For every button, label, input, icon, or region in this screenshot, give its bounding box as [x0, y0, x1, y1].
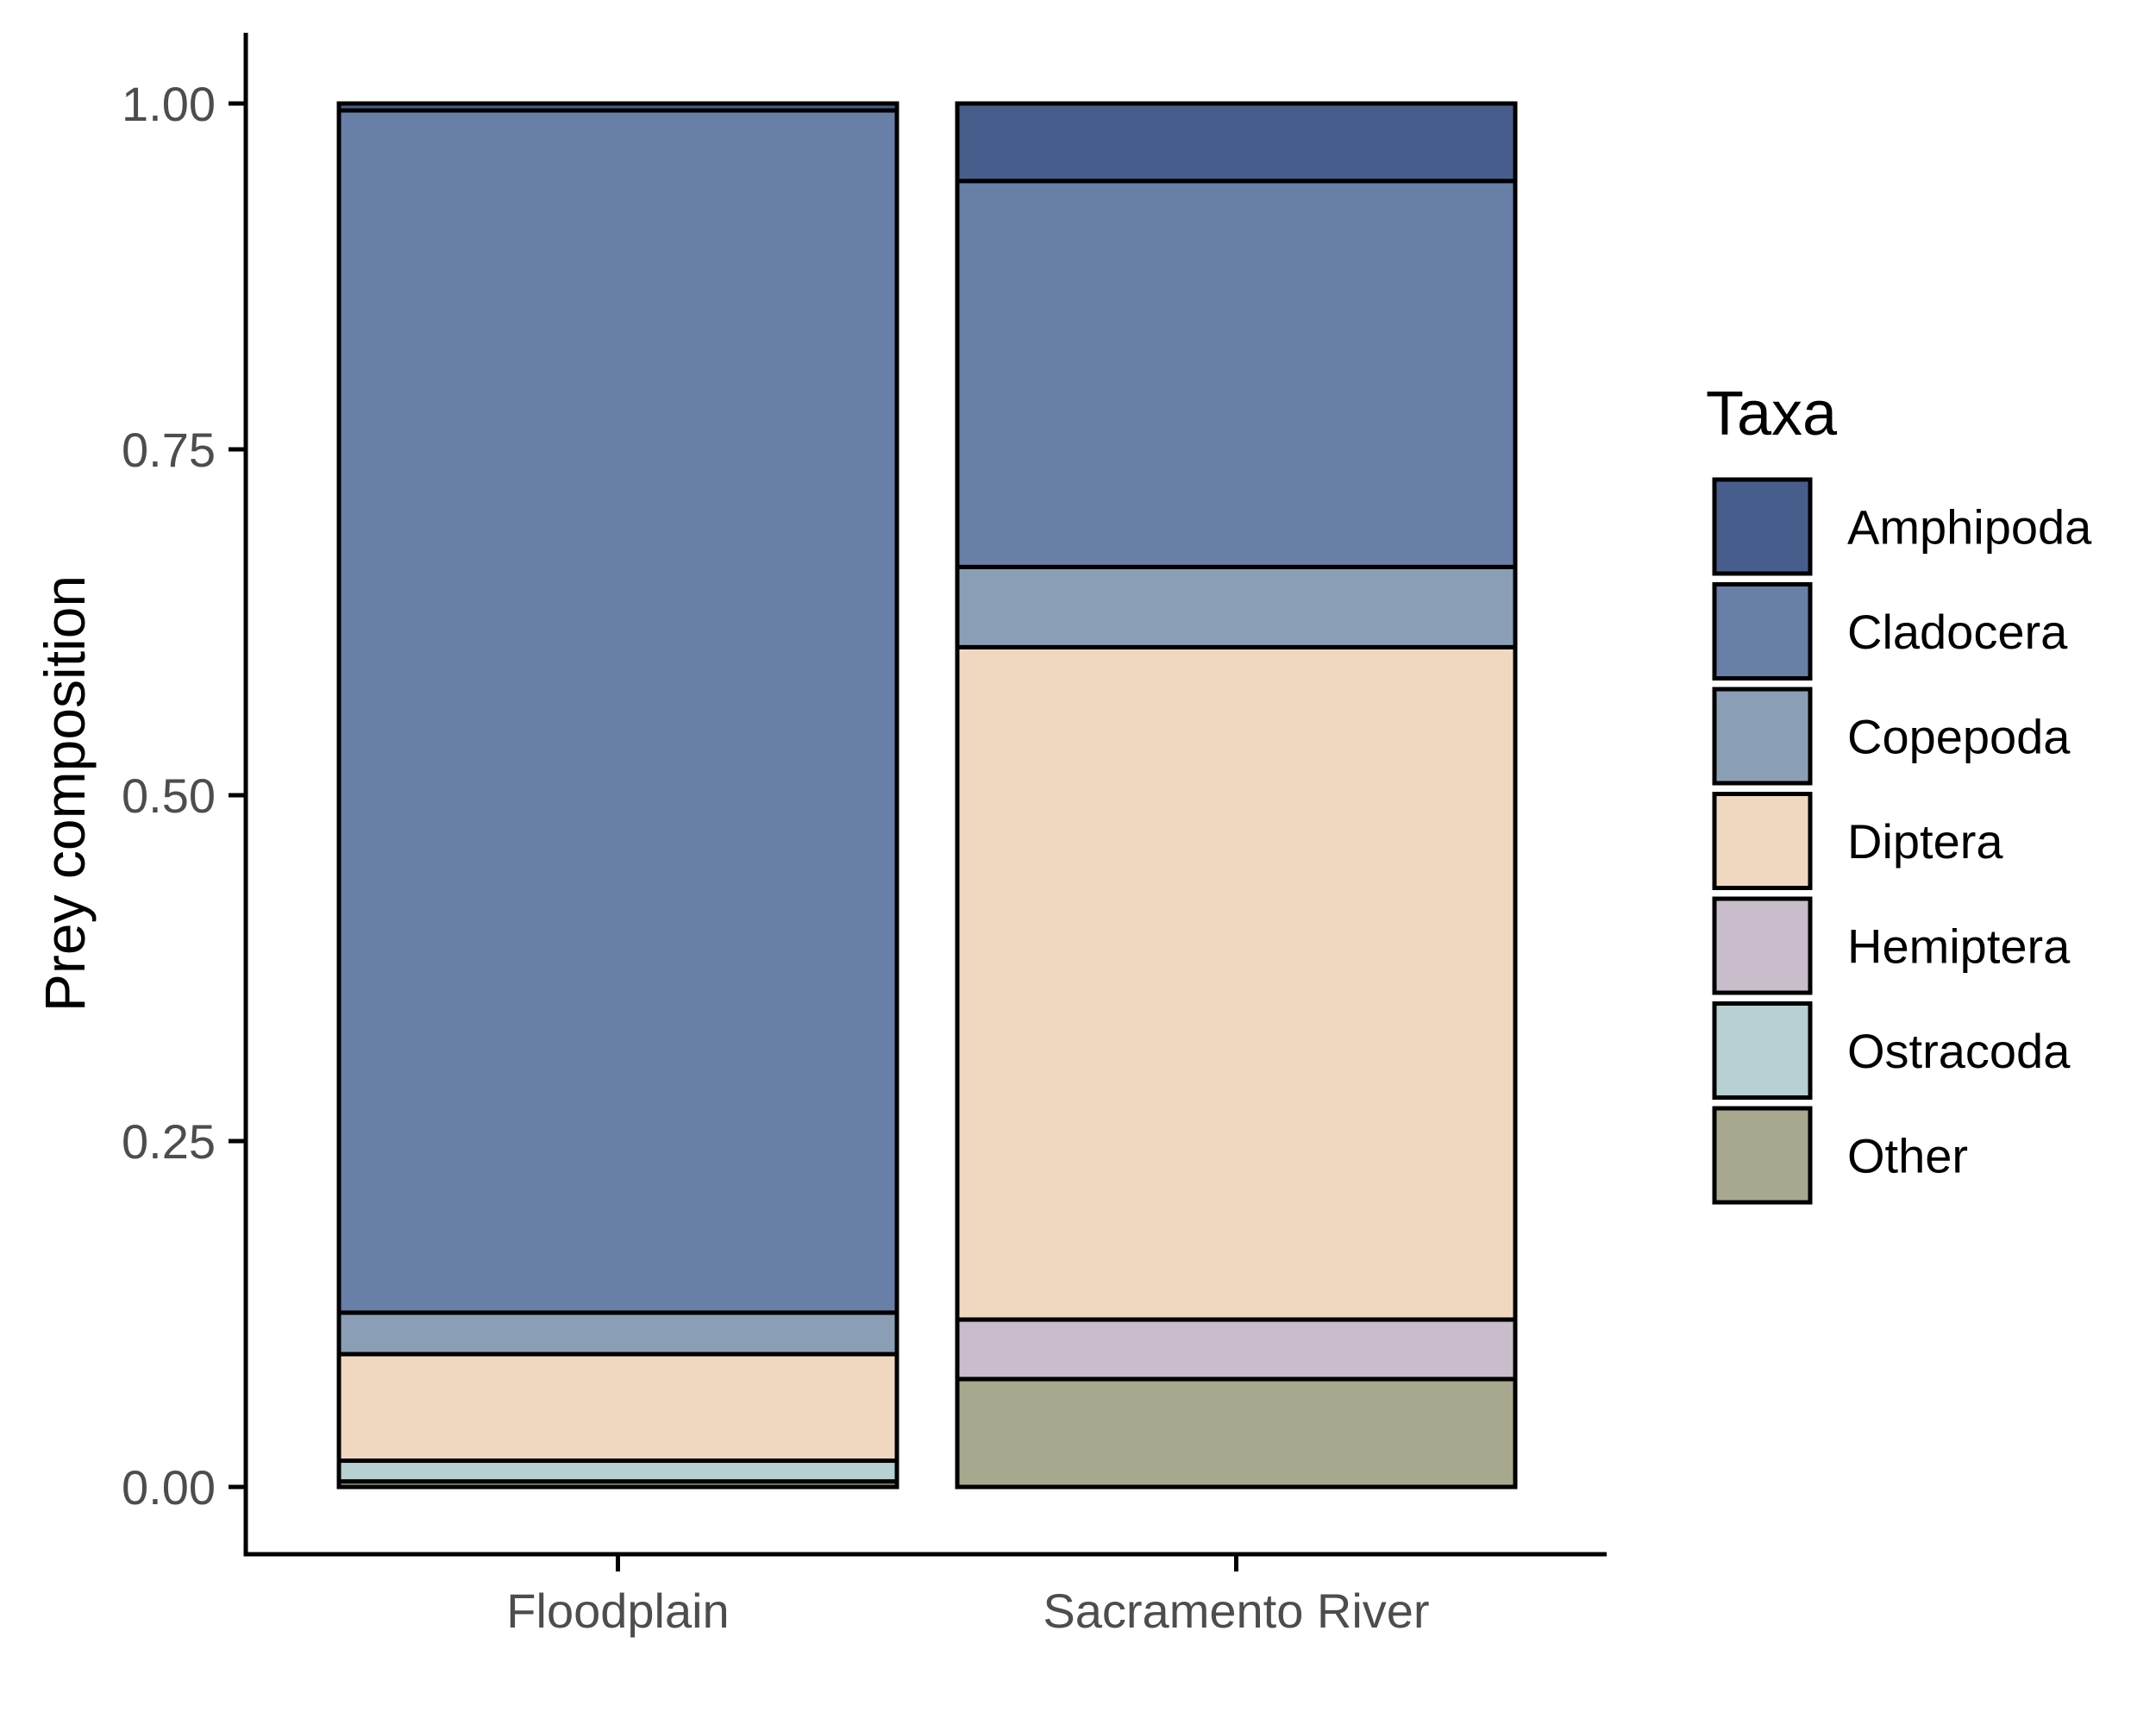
legend-label-amphipoda: Amphipoda: [1847, 500, 2092, 555]
legend-title: Taxa: [1706, 380, 1838, 448]
legend-key-ostracoda: [1712, 1001, 1813, 1100]
legend-label-cladocera: Cladocera: [1847, 605, 2068, 659]
bars-layer: [336, 101, 1518, 1490]
y-tick-label: 1.00: [122, 77, 216, 131]
legend-label-hemiptera: Hemiptera: [1847, 919, 2071, 974]
legend-items: Amphipoda Cladocera Copepoda Diptera Hemipte…: [1712, 477, 2092, 1205]
legend-key-diptera: [1712, 792, 1813, 890]
x-ticks: Floodplain Sacramento River: [506, 1554, 1430, 1638]
bar-segment-copepoda-floodplain: [336, 1310, 899, 1357]
legend-label-other: Other: [1847, 1129, 1968, 1183]
bar-segment-other-sacramento-river: [955, 1377, 1518, 1490]
bar-segment-diptera-floodplain: [336, 1352, 899, 1464]
legend-label-diptera: Diptera: [1847, 814, 2003, 869]
bar-segment-cladocera-sacramento-river: [955, 179, 1518, 569]
y-tick-label: 0.25: [122, 1114, 216, 1169]
bar-segment-amphipoda-sacramento-river: [955, 101, 1518, 184]
legend-key-amphipoda: [1712, 477, 1813, 576]
legend-key-hemiptera: [1712, 896, 1813, 995]
legend-key-other: [1712, 1106, 1813, 1205]
y-ticks: 0.00 0.25 0.50 0.75 1.00: [122, 77, 246, 1515]
x-tick-label: Floodplain: [506, 1584, 729, 1638]
bar-segment-diptera-sacramento-river: [955, 644, 1518, 1322]
bar-segment-cladocera-floodplain: [336, 108, 899, 1315]
legend-label-copepoda: Copepoda: [1847, 710, 2071, 764]
y-tick-label: 0.50: [122, 768, 216, 823]
y-tick-label: 0.75: [122, 423, 216, 477]
y-axis-title: Prey composition: [33, 575, 97, 1012]
x-tick-label: Sacramento River: [1043, 1584, 1429, 1638]
legend-label-ostracoda: Ostracoda: [1847, 1024, 2071, 1078]
bar-segment-hemiptera-sacramento-river: [955, 1317, 1518, 1382]
y-tick-label: 0.00: [122, 1460, 216, 1515]
bar-segment-amphipoda-floodplain: [336, 101, 899, 113]
bar-segment-ostracoda-floodplain: [336, 1458, 899, 1484]
legend-key-copepoda: [1712, 687, 1813, 786]
bar-segment-copepoda-sacramento-river: [955, 564, 1518, 649]
legend-key-cladocera: [1712, 582, 1813, 681]
legend: Taxa Amphipoda Cladocera Copepoda Diptera He…: [1706, 380, 2092, 1205]
